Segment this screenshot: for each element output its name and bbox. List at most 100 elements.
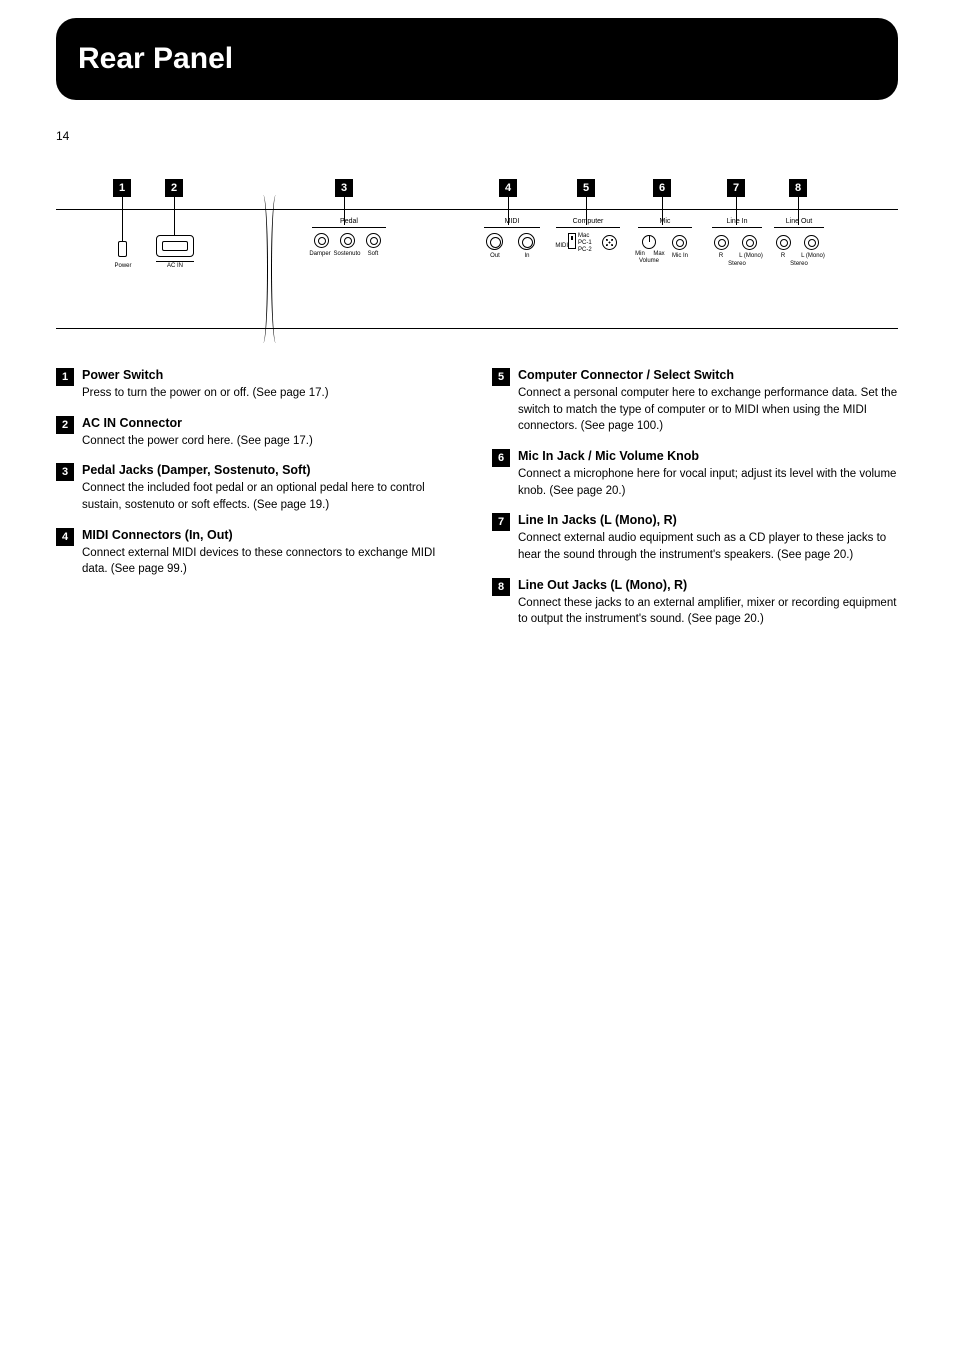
mic-section-label: Mic xyxy=(638,218,692,225)
lineout-l-label: L (Mono) xyxy=(796,253,830,259)
description-title: MIDI Connectors (In, Out) xyxy=(82,528,462,542)
divider xyxy=(556,227,620,228)
mic-in-jack-icon xyxy=(672,235,687,250)
pedal-damper-jack-icon xyxy=(314,233,329,248)
pedal-soft-jack-icon xyxy=(366,233,381,248)
description-text: Line Out Jacks (L (Mono), R) Connect thes… xyxy=(518,578,898,628)
linein-l-label: L (Mono) xyxy=(734,253,768,259)
description-item-2: 2 AC IN ConnectorConnect the power cord h… xyxy=(56,416,462,450)
panel-edge-bottom xyxy=(56,328,898,329)
mic-max-label: Max xyxy=(652,251,666,257)
description-item-1: 1 Power SwitchPress to turn the power on … xyxy=(56,368,462,402)
description-number: 5 xyxy=(492,368,510,386)
midi-section-label: MIDI xyxy=(484,218,540,225)
divider xyxy=(712,227,762,228)
description-title: Line In Jacks (L (Mono), R) xyxy=(518,513,898,527)
callout-line-1 xyxy=(122,197,123,241)
description-text: Power SwitchPress to turn the power on o… xyxy=(82,368,462,402)
description-text: Pedal Jacks (Damper, Sostenuto, Soft) Con… xyxy=(82,463,462,513)
panel-edge-top xyxy=(56,209,898,210)
callout-4: 4 xyxy=(499,179,517,197)
description-body: Press to turn the power on or off. (See … xyxy=(82,385,462,402)
panel-break-left xyxy=(256,195,268,343)
description-body: Connect external audio equipment such as… xyxy=(518,530,898,563)
lineout-stereo-label: Stereo xyxy=(776,261,822,267)
pedal-section-label: Pedal xyxy=(312,218,386,225)
ac-in-label: AC IN xyxy=(156,263,194,269)
description-title: Line Out Jacks (L (Mono), R) xyxy=(518,578,898,592)
description-item-3: 3 Pedal Jacks (Damper, Sostenuto, Soft) Co… xyxy=(56,463,462,513)
description-body: Connect a microphone here for vocal inpu… xyxy=(518,466,898,499)
power-label: Power xyxy=(110,263,136,269)
description-text: AC IN ConnectorConnect the power cord he… xyxy=(82,416,462,450)
description-body: Connect these jacks to an external ampli… xyxy=(518,595,898,628)
description-text: Line In Jacks (L (Mono), R) Connect exter… xyxy=(518,513,898,563)
description-body: Connect external MIDI devices to these c… xyxy=(82,545,462,578)
description-title: Computer Connector / Select Switch xyxy=(518,368,898,382)
midi-out-jack-icon xyxy=(486,233,503,250)
description-item-7: 7 Line In Jacks (L (Mono), R) Connect exte… xyxy=(492,513,898,563)
page-number: 14 xyxy=(56,129,69,143)
callout-8: 8 xyxy=(789,179,807,197)
computer-mode-switch-icon xyxy=(568,233,576,249)
mic-volume-knob-icon xyxy=(642,235,656,249)
linein-l-jack-icon xyxy=(742,235,757,250)
description-number: 4 xyxy=(56,528,74,546)
divider xyxy=(484,227,540,228)
midi-in-label: In xyxy=(516,253,538,259)
callout-line-2 xyxy=(174,197,175,235)
rear-panel-diagram: 12345678 Power AC IN Pedal Damper Sosten… xyxy=(56,155,898,350)
ac-in-icon xyxy=(156,235,194,257)
description-item-5: 5 Computer Connector / Select Switch Conne… xyxy=(492,368,898,435)
linein-stereo-label: Stereo xyxy=(714,261,760,267)
callout-7: 7 xyxy=(727,179,745,197)
description-number: 3 xyxy=(56,463,74,481)
description-number: 7 xyxy=(492,513,510,531)
pedal-sostenuto-jack-icon xyxy=(340,233,355,248)
description-text: Computer Connector / Select Switch Connec… xyxy=(518,368,898,435)
description-item-6: 6 Mic In Jack / Mic Volume KnobConnect a … xyxy=(492,449,898,499)
midi-out-label: Out xyxy=(484,253,506,259)
description-number: 6 xyxy=(492,449,510,467)
divider xyxy=(156,261,194,262)
page-header: Rear Panel xyxy=(56,18,898,100)
description-body: Connect a personal computer here to exch… xyxy=(518,385,898,435)
pedal-sostenuto-label: Sostenuto xyxy=(330,251,364,257)
description-text: MIDI Connectors (In, Out) Connect externa… xyxy=(82,528,462,578)
lineout-r-jack-icon xyxy=(776,235,791,250)
computer-mode-pc2: PC-2 xyxy=(578,247,598,253)
descriptions-left-column: 1 Power SwitchPress to turn the power on … xyxy=(56,368,462,628)
description-number: 1 xyxy=(56,368,74,386)
computer-section-label: Computer xyxy=(556,218,620,225)
description-text: Mic In Jack / Mic Volume KnobConnect a m… xyxy=(518,449,898,499)
descriptions: 1 Power SwitchPress to turn the power on … xyxy=(56,368,898,628)
computer-mode-mac: Mac xyxy=(578,233,598,239)
description-body: Connect the included foot pedal or an op… xyxy=(82,480,462,513)
lineout-l-jack-icon xyxy=(804,235,819,250)
description-number: 2 xyxy=(56,416,74,434)
description-number: 8 xyxy=(492,578,510,596)
linein-r-jack-icon xyxy=(714,235,729,250)
pedal-soft-label: Soft xyxy=(362,251,384,257)
description-item-8: 8 Line Out Jacks (L (Mono), R) Connect the… xyxy=(492,578,898,628)
description-title: Pedal Jacks (Damper, Sostenuto, Soft) xyxy=(82,463,462,477)
divider xyxy=(774,227,824,228)
callout-6: 6 xyxy=(653,179,671,197)
linein-r-label: R xyxy=(710,253,732,259)
divider xyxy=(312,227,386,228)
mic-volume-label: Volume xyxy=(634,258,664,264)
page-title: Rear Panel xyxy=(78,42,233,76)
computer-host-connector-icon xyxy=(602,235,617,250)
power-switch-icon xyxy=(118,241,127,257)
midi-in-jack-icon xyxy=(518,233,535,250)
lineout-section-label: Line Out xyxy=(774,218,824,225)
lineout-r-label: R xyxy=(772,253,794,259)
callout-2: 2 xyxy=(165,179,183,197)
callout-3: 3 xyxy=(335,179,353,197)
linein-section-label: Line In xyxy=(712,218,762,225)
mic-in-label: Mic In xyxy=(666,253,694,259)
divider xyxy=(638,227,692,228)
description-item-4: 4 MIDI Connectors (In, Out) Connect extern… xyxy=(56,528,462,578)
description-body: Connect the power cord here. (See page 1… xyxy=(82,433,462,450)
callout-5: 5 xyxy=(577,179,595,197)
